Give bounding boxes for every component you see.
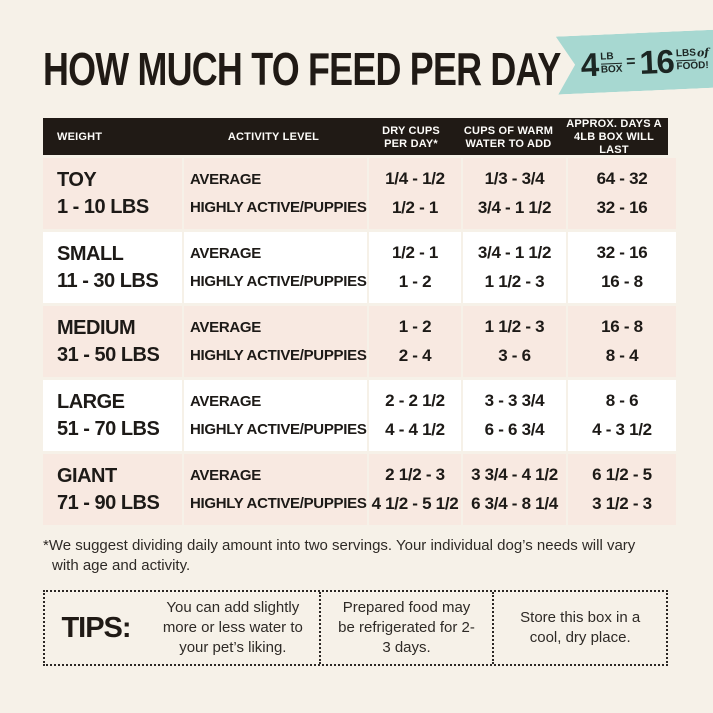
col-header-days: APPROX. DAYS A 4LB BOX WILL LAST bbox=[566, 118, 662, 157]
tip-refrigerate: Prepared food may be refrigerated for 2-… bbox=[318, 592, 493, 664]
serving-footnote: *We suggest dividing daily amount into t… bbox=[43, 537, 636, 575]
table-header-row: WEIGHT ACTIVITY LEVEL DRY CUPS PER DAY* C… bbox=[43, 118, 668, 157]
activity-cell: AVERAGE HIGHLY ACTIVE/PUPPIES bbox=[184, 232, 367, 303]
days-cell: 32 - 16 16 - 8 bbox=[568, 232, 676, 303]
days-cell: 64 - 32 32 - 16 bbox=[568, 158, 676, 229]
badge-result-unit: LBS of FOOD! bbox=[676, 47, 710, 72]
weight-cell: GIANT 71 - 90 LBS bbox=[43, 454, 182, 525]
badge-result: 16 bbox=[638, 42, 675, 81]
badge-equals: = bbox=[625, 53, 636, 71]
page-title: HOW MUCH TO FEED PER DAY bbox=[43, 43, 561, 95]
tips-label: TIPS: bbox=[61, 611, 131, 644]
weight-cell: LARGE 51 - 70 LBS bbox=[43, 380, 182, 451]
badge-of-label: of bbox=[696, 45, 710, 60]
feeding-table: WEIGHT ACTIVITY LEVEL DRY CUPS PER DAY* C… bbox=[43, 118, 676, 528]
water-cell: 3/4 - 1 1/2 1 1/2 - 3 bbox=[463, 232, 566, 303]
tip-storage: Store this box in a cool, dry place. bbox=[492, 592, 666, 664]
activity-cell: AVERAGE HIGHLY ACTIVE/PUPPIES bbox=[184, 158, 367, 229]
table-row-small: SMALL 11 - 30 LBS AVERAGE HIGHLY ACTIVE/PU… bbox=[43, 232, 676, 303]
badge-qty-unit: LB BOX bbox=[600, 51, 623, 76]
table-row-large: LARGE 51 - 70 LBS AVERAGE HIGHLY ACTIVE/PU… bbox=[43, 380, 676, 451]
tip-water-adjust: You can add slightly more or less water … bbox=[162, 598, 303, 657]
col-header-dry-cups: DRY CUPS PER DAY* bbox=[382, 124, 440, 150]
header: HOW MUCH TO FEED PER DAY 4 LB BOX = 16 L… bbox=[0, 0, 713, 118]
weight-cell: TOY 1 - 10 LBS bbox=[43, 158, 182, 229]
activity-cell: AVERAGE HIGHLY ACTIVE/PUPPIES bbox=[184, 306, 367, 377]
water-cell: 3 - 3 3/4 6 - 6 3/4 bbox=[463, 380, 566, 451]
dry-cups-cell: 1/4 - 1/2 1/2 - 1 bbox=[369, 158, 461, 229]
activity-cell: AVERAGE HIGHLY ACTIVE/PUPPIES bbox=[184, 454, 367, 525]
weight-cell: MEDIUM 31 - 50 LBS bbox=[43, 306, 182, 377]
activity-cell: AVERAGE HIGHLY ACTIVE/PUPPIES bbox=[184, 380, 367, 451]
table-row-toy: TOY 1 - 10 LBS AVERAGE HIGHLY ACTIVE/PUPPI… bbox=[43, 158, 676, 229]
col-header-water: CUPS OF WARM WATER TO ADD bbox=[463, 124, 554, 150]
water-cell: 3 3/4 - 4 1/2 6 3/4 - 8 1/4 bbox=[463, 454, 566, 525]
water-cell: 1/3 - 3/4 3/4 - 1 1/2 bbox=[463, 158, 566, 229]
table-row-giant: GIANT 71 - 90 LBS AVERAGE HIGHLY ACTIVE/PU… bbox=[43, 454, 676, 525]
col-header-activity: ACTIVITY LEVEL bbox=[227, 131, 320, 144]
box-equivalence-ribbon: 4 LB BOX = 16 LBS of FOOD! bbox=[556, 29, 713, 94]
weight-cell: SMALL 11 - 30 LBS bbox=[43, 232, 182, 303]
badge-lbs-label: LBS bbox=[675, 47, 697, 60]
table-row-medium: MEDIUM 31 - 50 LBS AVERAGE HIGHLY ACTIVE/P… bbox=[43, 306, 676, 377]
dry-cups-cell: 2 - 2 1/2 4 - 4 1/2 bbox=[369, 380, 461, 451]
badge-qty: 4 bbox=[579, 45, 599, 84]
badge-box-label: BOX bbox=[600, 63, 623, 76]
badge-food-label: FOOD! bbox=[676, 59, 709, 73]
tips-box: TIPS: You can add slightly more or less … bbox=[43, 590, 668, 666]
badge-lb-label: LB bbox=[600, 51, 622, 65]
col-header-weight: WEIGHT bbox=[57, 131, 103, 144]
